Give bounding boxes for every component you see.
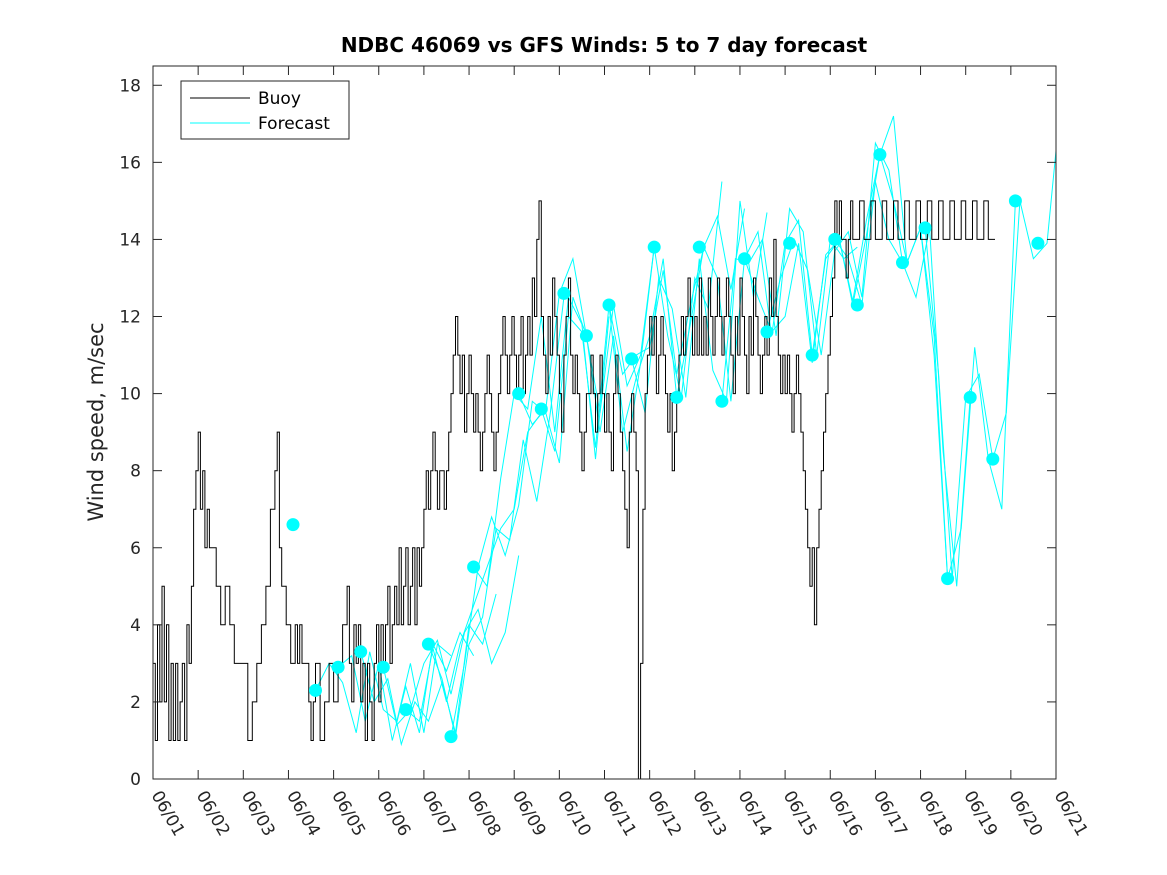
forecast-marker	[1031, 236, 1045, 250]
y-tick-label: 8	[130, 462, 141, 482]
legend-buoy-label: Buoy	[258, 89, 301, 109]
forecast-marker	[1008, 194, 1022, 208]
y-tick-label: 6	[130, 539, 141, 559]
series-group	[153, 115, 1056, 779]
y-tick-label: 12	[119, 308, 141, 328]
forecast-marker	[941, 572, 955, 586]
y-tick-label: 4	[130, 616, 141, 636]
forecast-marker	[647, 240, 661, 254]
forecast-marker	[444, 730, 458, 744]
legend: Buoy Forecast	[180, 80, 350, 140]
plot-content	[153, 115, 1056, 779]
forecast-line-3	[360, 593, 497, 747]
y-tick-label: 16	[119, 153, 141, 173]
y-axis-label: Wind speed, m/sec	[84, 322, 108, 521]
forecast-marker	[670, 390, 684, 404]
legend-forecast-label: Forecast	[258, 114, 330, 134]
forecast-line-5	[405, 412, 542, 723]
forecast-marker	[376, 660, 390, 674]
forecast-marker	[805, 348, 819, 362]
forecast-marker	[873, 148, 887, 162]
forecast-marker	[783, 236, 797, 250]
forecast-marker	[579, 329, 593, 343]
forecast-marker	[331, 660, 345, 674]
forecast-marker	[715, 394, 729, 408]
forecast-marker	[309, 683, 322, 697]
y-tick-label: 14	[119, 230, 141, 250]
forecast-marker	[421, 637, 435, 651]
buoy-line	[153, 200, 995, 779]
forecast-marker	[760, 325, 774, 339]
forecast-marker	[557, 286, 571, 300]
y-tick-label: 18	[119, 76, 141, 96]
forecast-marker	[986, 452, 1000, 466]
forecast-marker	[828, 232, 842, 246]
forecast-marker	[738, 252, 751, 266]
forecast-marker	[963, 390, 977, 404]
forecast-marker	[625, 352, 639, 366]
legend-box	[180, 80, 350, 140]
forecast-marker	[534, 402, 548, 416]
y-tick-label: 0	[130, 770, 141, 790]
forecast-marker	[467, 560, 481, 574]
forecast-marker	[918, 221, 932, 235]
y-tick-label: 2	[130, 693, 141, 713]
forecast-marker	[354, 645, 368, 659]
forecast-marker	[286, 518, 300, 532]
forecast-marker	[602, 298, 616, 312]
forecast-marker	[896, 256, 909, 270]
chart-title: NDBC 46069 vs GFS Winds: 5 to 7 day fore…	[341, 33, 868, 57]
forecast-marker	[512, 387, 526, 401]
forecast-marker	[692, 240, 706, 254]
forecast-marker	[399, 703, 413, 717]
y-tick-label: 10	[119, 385, 141, 405]
forecast-marker	[850, 298, 864, 312]
